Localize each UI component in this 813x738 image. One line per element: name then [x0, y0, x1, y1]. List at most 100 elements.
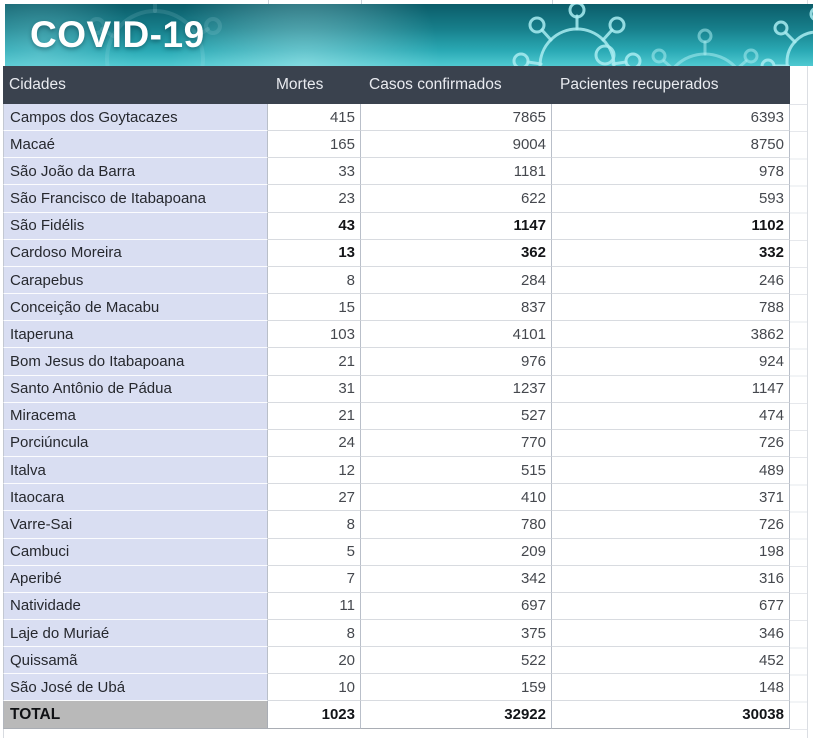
cell-recovered[interactable]: 924 — [552, 348, 790, 376]
cell-deaths[interactable]: 8 — [268, 511, 361, 539]
cell-deaths[interactable]: 33 — [268, 158, 361, 186]
cell-confirmed[interactable]: 7865 — [361, 104, 552, 132]
cell-recovered[interactable]: 788 — [552, 294, 790, 322]
table-body: Campos dos Goytacazes 415 7865 6393 Macaé 165… — [3, 104, 790, 702]
cell-recovered[interactable]: 489 — [552, 457, 790, 485]
cell-city[interactable]: Conceição de Macabu — [3, 294, 268, 322]
cell-recovered[interactable]: 452 — [552, 647, 790, 675]
cell-recovered[interactable]: 726 — [552, 511, 790, 539]
cell-deaths[interactable]: 27 — [268, 484, 361, 512]
cell-recovered[interactable]: 677 — [552, 592, 790, 620]
cell-deaths[interactable]: 12 — [268, 457, 361, 485]
cell-deaths[interactable]: 8 — [268, 619, 361, 648]
cell-city[interactable]: Natividade — [3, 592, 268, 620]
cell-city[interactable]: Campos dos Goytacazes — [3, 104, 268, 132]
cell-confirmed[interactable]: 622 — [361, 185, 552, 213]
table-row: Carapebus 8 284 246 — [3, 266, 790, 295]
cell-confirmed[interactable]: 1147 — [361, 212, 552, 240]
gridline — [361, 0, 362, 4]
cell-recovered[interactable]: 3862 — [552, 321, 790, 349]
cell-city[interactable]: Carapebus — [3, 266, 268, 295]
cell-confirmed[interactable]: 410 — [361, 484, 552, 512]
cell-confirmed[interactable]: 362 — [361, 239, 552, 267]
cell-deaths[interactable]: 21 — [268, 402, 361, 430]
cell-confirmed[interactable]: 697 — [361, 592, 552, 620]
cell-city[interactable]: Italva — [3, 457, 268, 485]
table-row: São José de Ubá 10 159 148 — [3, 674, 790, 702]
cell-confirmed[interactable]: 522 — [361, 647, 552, 675]
column-header-casos[interactable]: Casos confirmados — [369, 76, 502, 93]
cell-city[interactable]: Laje do Muriaé — [3, 619, 268, 648]
cell-recovered[interactable]: 1102 — [552, 212, 790, 240]
cell-deaths[interactable]: 23 — [268, 185, 361, 213]
cell-recovered[interactable]: 6393 — [552, 104, 790, 132]
total-confirmed-cell[interactable]: 32922 — [361, 701, 552, 729]
cell-confirmed[interactable]: 209 — [361, 538, 552, 566]
cell-recovered[interactable]: 332 — [552, 239, 790, 267]
cell-city[interactable]: Quissamã — [3, 647, 268, 675]
column-header-cidades[interactable]: Cidades — [9, 76, 66, 93]
cell-confirmed[interactable]: 9004 — [361, 131, 552, 159]
cell-recovered[interactable]: 726 — [552, 429, 790, 458]
cell-city[interactable]: Itaocara — [3, 484, 268, 512]
cell-city[interactable]: Cambuci — [3, 538, 268, 566]
cell-deaths[interactable]: 10 — [268, 674, 361, 702]
cell-city[interactable]: Macaé — [3, 131, 268, 159]
total-recovered-cell[interactable]: 30038 — [552, 701, 790, 729]
column-header-recuperados[interactable]: Pacientes recuperados — [560, 76, 719, 93]
cell-recovered[interactable]: 593 — [552, 185, 790, 213]
column-header-mortes[interactable]: Mortes — [276, 76, 324, 93]
total-deaths-cell[interactable]: 1023 — [268, 701, 361, 729]
cell-confirmed[interactable]: 976 — [361, 348, 552, 376]
cell-recovered[interactable]: 316 — [552, 565, 790, 593]
cell-confirmed[interactable]: 1181 — [361, 158, 552, 186]
cell-city[interactable]: Itaperuna — [3, 321, 268, 349]
cell-city[interactable]: São José de Ubá — [3, 674, 268, 702]
total-label-cell[interactable]: TOTAL — [3, 701, 268, 729]
cell-deaths[interactable]: 13 — [268, 239, 361, 267]
cell-city[interactable]: Cardoso Moreira — [3, 239, 268, 267]
cell-city[interactable]: São João da Barra — [3, 158, 268, 186]
cell-city[interactable]: Varre-Sai — [3, 511, 268, 539]
cell-confirmed[interactable]: 770 — [361, 429, 552, 458]
cell-recovered[interactable]: 148 — [552, 674, 790, 702]
cell-confirmed[interactable]: 4101 — [361, 321, 552, 349]
cell-city[interactable]: Porciúncula — [3, 429, 268, 458]
cell-confirmed[interactable]: 837 — [361, 294, 552, 322]
cell-confirmed[interactable]: 375 — [361, 619, 552, 648]
cell-confirmed[interactable]: 780 — [361, 511, 552, 539]
cell-deaths[interactable]: 8 — [268, 266, 361, 295]
cell-confirmed[interactable]: 515 — [361, 457, 552, 485]
cell-recovered[interactable]: 1147 — [552, 375, 790, 403]
cell-deaths[interactable]: 5 — [268, 538, 361, 566]
cell-confirmed[interactable]: 342 — [361, 565, 552, 593]
cell-deaths[interactable]: 415 — [268, 104, 361, 132]
cell-recovered[interactable]: 246 — [552, 266, 790, 295]
cell-recovered[interactable]: 978 — [552, 158, 790, 186]
cell-city[interactable]: São Fidélis — [3, 212, 268, 240]
cell-confirmed[interactable]: 1237 — [361, 375, 552, 403]
cell-deaths[interactable]: 103 — [268, 321, 361, 349]
cell-recovered[interactable]: 8750 — [552, 131, 790, 159]
cell-city[interactable]: Miracema — [3, 402, 268, 430]
cell-deaths[interactable]: 24 — [268, 429, 361, 458]
cell-recovered[interactable]: 371 — [552, 484, 790, 512]
cell-city[interactable]: Santo Antônio de Pádua — [3, 375, 268, 403]
cell-confirmed[interactable]: 159 — [361, 674, 552, 702]
cell-deaths[interactable]: 21 — [268, 348, 361, 376]
cell-deaths[interactable]: 165 — [268, 131, 361, 159]
cell-recovered[interactable]: 474 — [552, 402, 790, 430]
cell-recovered[interactable]: 198 — [552, 538, 790, 566]
cell-deaths[interactable]: 15 — [268, 294, 361, 322]
cell-recovered[interactable]: 346 — [552, 619, 790, 648]
cell-deaths[interactable]: 11 — [268, 592, 361, 620]
cell-city[interactable]: São Francisco de Itabapoana — [3, 185, 268, 213]
cell-confirmed[interactable]: 284 — [361, 266, 552, 295]
cell-deaths[interactable]: 20 — [268, 647, 361, 675]
cell-deaths[interactable]: 31 — [268, 375, 361, 403]
cell-deaths[interactable]: 43 — [268, 212, 361, 240]
cell-confirmed[interactable]: 527 — [361, 402, 552, 430]
cell-deaths[interactable]: 7 — [268, 565, 361, 593]
cell-city[interactable]: Aperibé — [3, 565, 268, 593]
cell-city[interactable]: Bom Jesus do Itabapoana — [3, 348, 268, 376]
